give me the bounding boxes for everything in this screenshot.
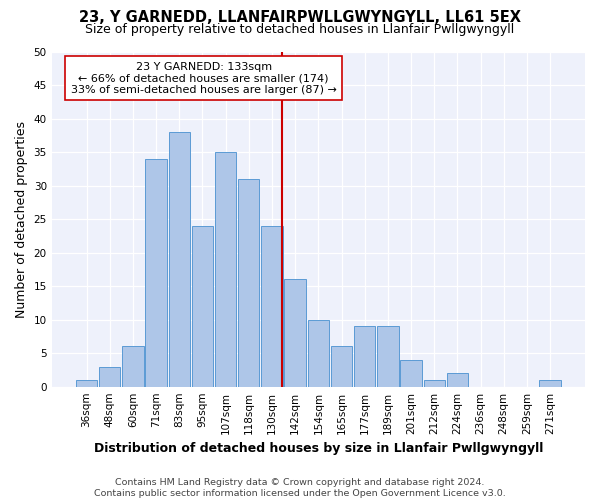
Bar (122, 346, 143, 387)
Bar (377, 326, 398, 386)
Bar (262, 226, 283, 386)
X-axis label: Distribution of detached houses by size in Llanfair Pwllgwyngyll: Distribution of detached houses by size … (94, 442, 543, 455)
Bar (284, 280, 306, 386)
Text: Contains HM Land Registry data © Crown copyright and database right 2024.
Contai: Contains HM Land Registry data © Crown c… (94, 478, 506, 498)
Text: Size of property relative to detached houses in Llanfair Pwllgwyngyll: Size of property relative to detached ho… (85, 22, 515, 36)
Bar (354, 326, 376, 386)
Text: 23 Y GARNEDD: 133sqm
← 66% of detached houses are smaller (174)
33% of semi-deta: 23 Y GARNEDD: 133sqm ← 66% of detached h… (71, 62, 337, 95)
Bar (192, 226, 213, 386)
Bar (424, 380, 445, 386)
Bar (76, 380, 97, 386)
Text: 23, Y GARNEDD, LLANFAIRPWLLGWYNGYLL, LL61 5EX: 23, Y GARNEDD, LLANFAIRPWLLGWYNGYLL, LL6… (79, 10, 521, 25)
Bar (447, 374, 468, 386)
Y-axis label: Number of detached properties: Number of detached properties (15, 120, 28, 318)
Bar (331, 346, 352, 387)
Bar (169, 132, 190, 386)
Bar (308, 320, 329, 386)
Bar (145, 159, 167, 386)
Bar (400, 360, 422, 386)
Bar (215, 152, 236, 386)
Bar (99, 366, 121, 386)
Bar (238, 179, 259, 386)
Bar (539, 380, 561, 386)
